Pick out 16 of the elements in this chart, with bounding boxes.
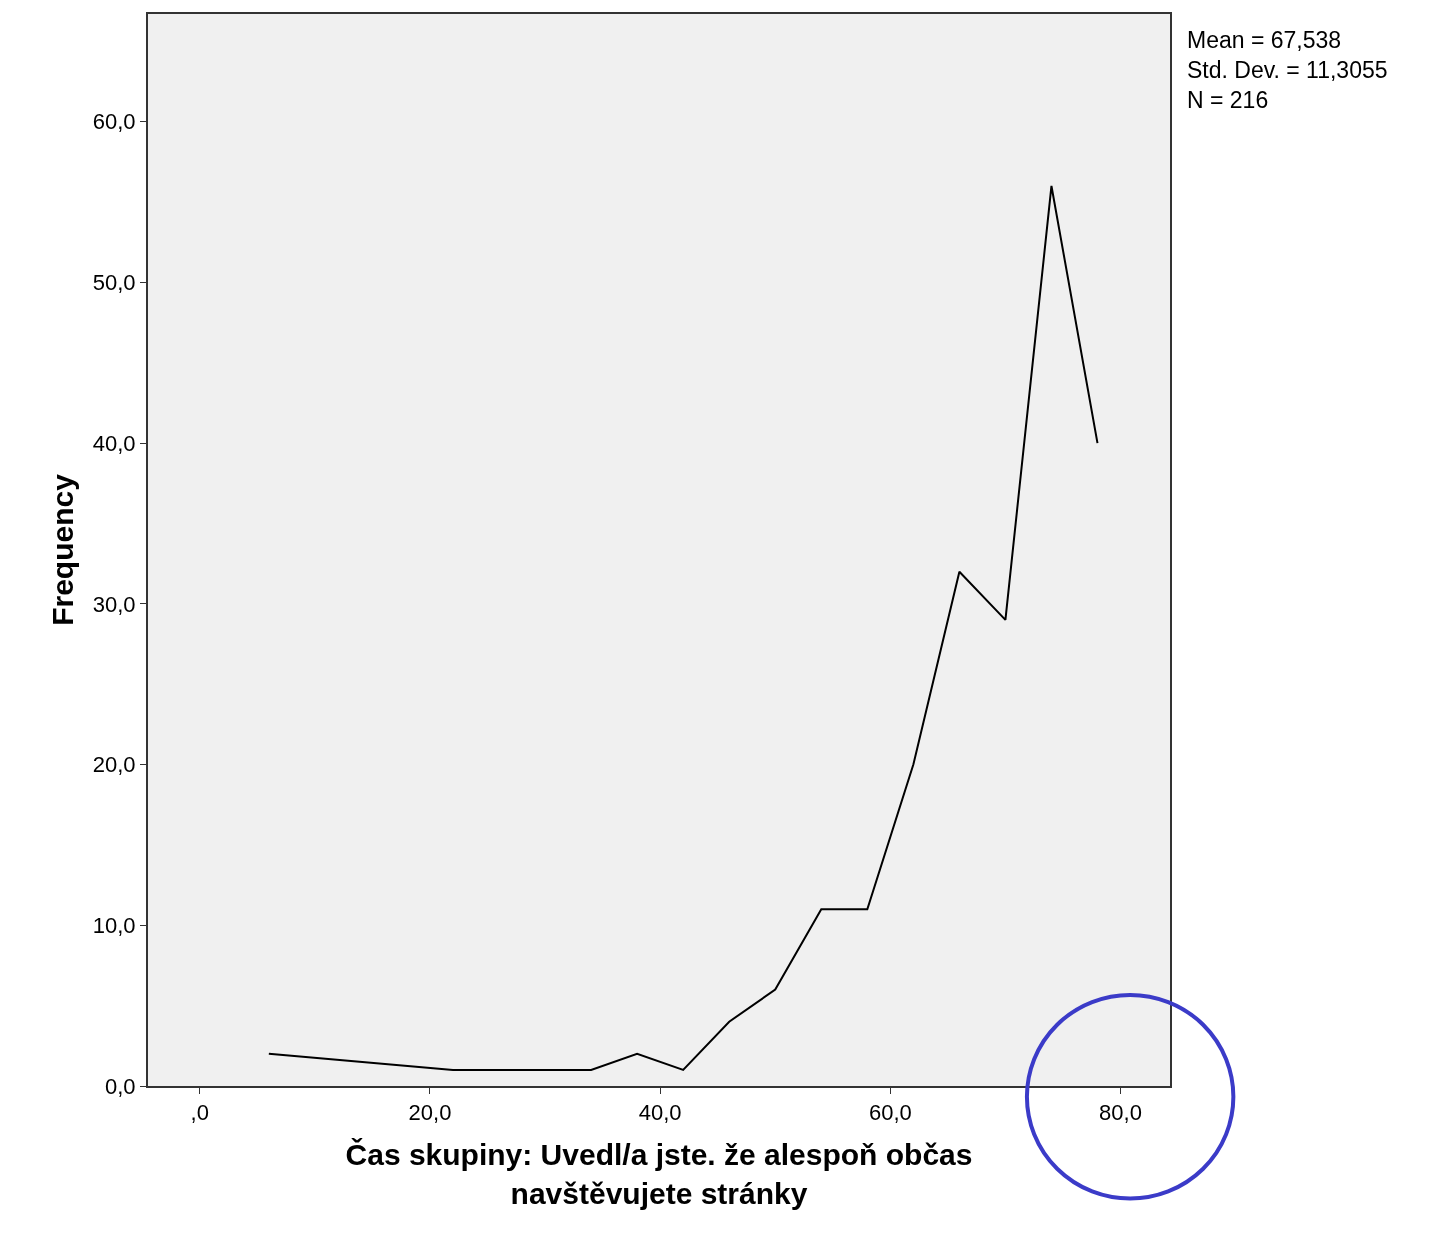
text: Mean = 67,538 Std. Dev. = 11,3055 N = 216 — [1187, 27, 1388, 113]
x-tick-label: 20,0 — [408, 1100, 452, 1126]
x-tick-label: ,0 — [190, 1100, 209, 1126]
y-tick-label: 50,0 — [92, 270, 136, 296]
line-series — [267, 184, 1099, 1071]
y-tick-label: 20,0 — [92, 752, 136, 778]
y-axis-title: Frequency — [46, 473, 80, 626]
x-tick-label: 40,0 — [638, 1100, 682, 1126]
y-tick-label: 30,0 — [92, 591, 136, 617]
y-tick-label: 40,0 — [92, 430, 136, 456]
x-tick-label: 80,0 — [1099, 1100, 1142, 1126]
x-tick-label: 60,0 — [868, 1100, 912, 1126]
y-tick-label: 0,0 — [105, 1073, 136, 1099]
y-tick-label: 10,0 — [92, 912, 136, 938]
x-axis-title: Čas skupiny: Uvedl/a jste. že alespoň občas navštěvujete stránky — [345, 1138, 973, 1211]
y-tick-label: 60,0 — [92, 109, 136, 135]
